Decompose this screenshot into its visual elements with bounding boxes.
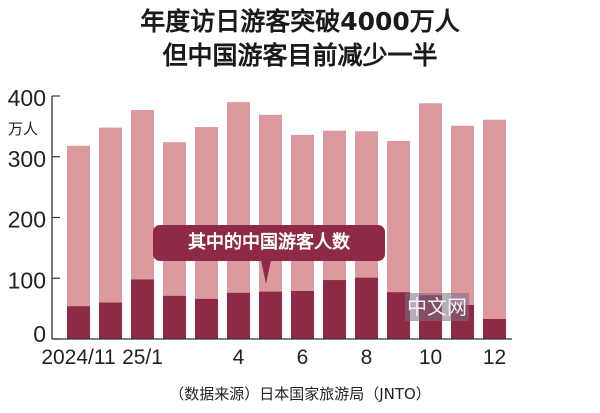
bar-china-6	[291, 291, 314, 339]
y-tick-label: 300	[8, 146, 46, 172]
x-tick-label: 10	[419, 346, 442, 369]
bar-china-2	[163, 295, 186, 339]
bar-china-5	[259, 291, 282, 339]
bar-total-9	[387, 140, 410, 339]
bar-china-8	[355, 277, 378, 339]
bar-china-2024/11	[67, 306, 90, 339]
x-tick-label: 8	[361, 346, 373, 369]
bar-china-9	[387, 292, 410, 339]
source-note: （数据来源）日本国家旅游局（JNTO）	[169, 385, 431, 403]
y-tick-label: 400	[8, 85, 46, 111]
bar-china-25/1	[131, 279, 154, 339]
x-tick-label: 12	[483, 346, 506, 369]
bar-total-12	[483, 119, 506, 339]
y-tick-label: 0	[33, 321, 46, 347]
bar-china-3	[195, 298, 218, 339]
x-tick-label: 4	[233, 346, 245, 369]
bar-total-10	[419, 103, 442, 339]
bar-total-12	[99, 127, 122, 339]
chart-title-line2: 但中国游客目前减少一半	[162, 41, 438, 70]
chart-title-line1: 年度访日游客突破4000万人	[140, 7, 460, 36]
x-tick-label: 25/1	[122, 346, 163, 369]
bar-china-7	[323, 280, 346, 339]
x-tick-label: 2024/11	[41, 346, 115, 369]
bar-china-4	[227, 292, 250, 339]
x-tick-label: 6	[297, 346, 309, 369]
y-tick-label: 100	[8, 267, 46, 293]
bar-total-11	[451, 125, 474, 339]
y-tick-label: 200	[8, 207, 46, 233]
watermark: 中文网	[405, 293, 469, 321]
bar-china-12	[483, 318, 506, 339]
bar-total-2024/11	[67, 145, 90, 339]
y-axis-unit: 万人	[8, 120, 38, 138]
china-series-callout: 其中的中国游客人数	[153, 225, 385, 284]
bar-china-12	[99, 302, 122, 339]
bar-total-4	[227, 102, 250, 339]
